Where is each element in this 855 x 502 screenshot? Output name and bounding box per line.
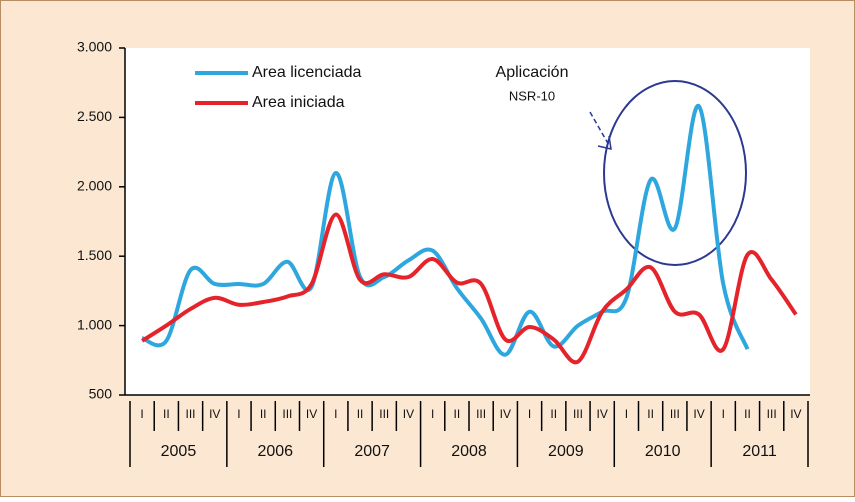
x-tick-label: III	[476, 407, 486, 421]
arrow-head	[597, 135, 612, 150]
x-tick-label: IV	[597, 407, 608, 421]
x-tick-label: II	[357, 407, 364, 421]
year-label: 2008	[451, 443, 487, 460]
x-tick-label: I	[722, 407, 725, 421]
x-tick-label: IV	[500, 407, 511, 421]
legend-label: Area iniciada	[252, 94, 345, 111]
line-series	[141, 104, 750, 357]
year-label: 2005	[161, 443, 197, 460]
x-tick-label: I	[140, 407, 143, 421]
x-tick-label: I	[625, 407, 628, 421]
y-tick-label: 2.000	[77, 178, 112, 194]
x-tick-label: IV	[693, 407, 704, 421]
x-tick-label: III	[282, 407, 292, 421]
line-series	[141, 212, 798, 365]
y-tick-label: 1.000	[77, 316, 112, 332]
x-tick-label: II	[163, 407, 170, 421]
x-tick-label: III	[186, 407, 196, 421]
x-tick-label: III	[379, 407, 389, 421]
x-tick-label: IV	[209, 407, 220, 421]
x-tick-label: II	[550, 407, 557, 421]
plot-area	[125, 48, 810, 395]
year-label: 2009	[548, 443, 584, 460]
x-tick-label: II	[260, 407, 267, 421]
x-tick-label: II	[744, 407, 751, 421]
x-tick-label: II	[454, 407, 461, 421]
x-tick-label: I	[334, 407, 337, 421]
x-tick-label: I	[431, 407, 434, 421]
annotation: NSR-10	[509, 88, 555, 103]
year-label: 2011	[742, 443, 777, 460]
y-tick-label: 1.500	[77, 247, 112, 263]
year-label: 2007	[354, 443, 390, 460]
year-label: 2010	[645, 443, 681, 460]
x-tick-label: IV	[403, 407, 414, 421]
highlight-ellipse	[603, 80, 747, 266]
y-tick-label: 2.500	[77, 108, 112, 124]
legend-label: Area licenciada	[252, 64, 362, 81]
x-tick-label: III	[670, 407, 680, 421]
annotation: Aplicación	[496, 64, 569, 81]
y-tick-label: 3.000	[77, 39, 112, 55]
x-tick-label: IV	[790, 407, 801, 421]
x-tick-label: I	[237, 407, 240, 421]
x-tick-label: I	[528, 407, 531, 421]
x-tick-label: IV	[306, 407, 317, 421]
year-label: 2006	[257, 443, 293, 460]
y-tick-label: 500	[89, 386, 113, 402]
x-tick-label: III	[573, 407, 583, 421]
arrow	[589, 111, 611, 148]
x-tick-label: II	[647, 407, 654, 421]
x-tick-label: III	[767, 407, 777, 421]
